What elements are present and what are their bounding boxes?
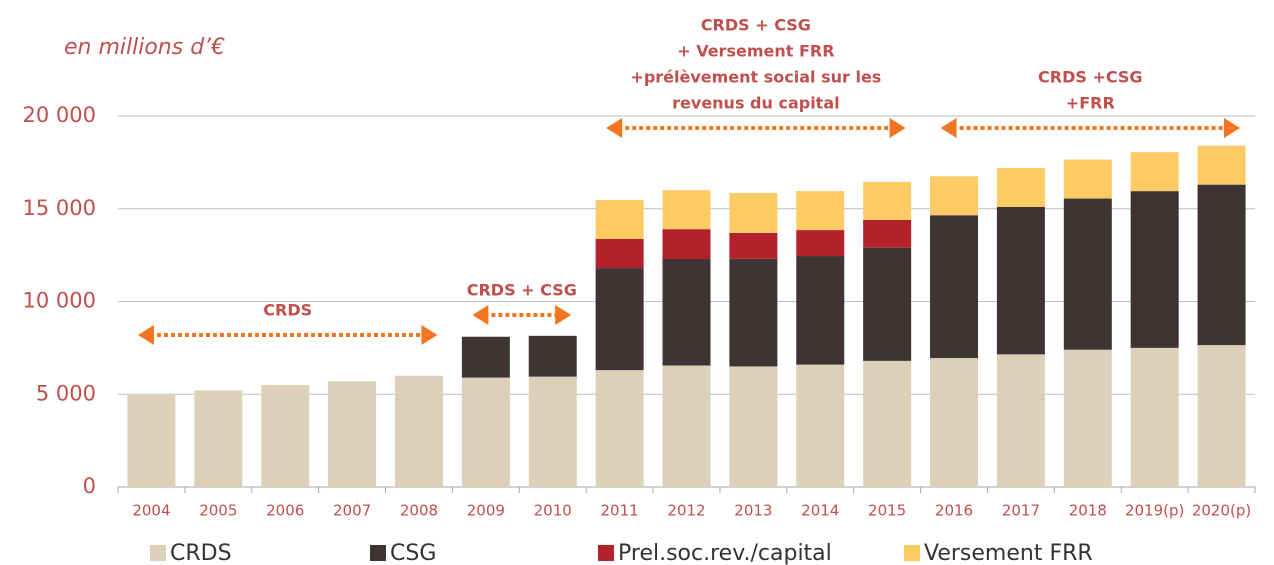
bar-segment xyxy=(729,192,778,233)
annotation: CRDS +CSG xyxy=(1038,68,1143,87)
bar-segment xyxy=(1063,159,1112,199)
annotation: CRDS xyxy=(263,301,312,320)
arrow-head xyxy=(555,305,572,325)
bar-segment xyxy=(796,256,845,365)
y-tick-label: 5 000 xyxy=(36,381,96,405)
y-tick-label: 0 xyxy=(83,474,96,498)
y-tick-label: 10 000 xyxy=(23,289,96,313)
bar-segment xyxy=(261,384,310,487)
arrow-head xyxy=(138,325,154,345)
x-tick-label: 2005 xyxy=(199,502,237,520)
bar-segment xyxy=(528,335,577,377)
arrow-head xyxy=(472,305,489,325)
bar-segment xyxy=(662,259,711,366)
legend-swatch xyxy=(370,545,386,561)
bar-segment xyxy=(796,191,845,231)
x-tick-label: 2012 xyxy=(667,502,705,520)
bar-segment xyxy=(930,215,979,359)
chart-subtitle: en millions d’€ xyxy=(64,35,225,60)
x-tick-label: 2013 xyxy=(734,502,772,520)
bar-segment xyxy=(1130,347,1179,487)
bar-segment xyxy=(930,176,979,216)
bar-segment xyxy=(127,395,176,487)
x-tick-label: 2010 xyxy=(534,502,572,520)
bar-segment xyxy=(796,230,845,257)
bar-segment xyxy=(662,229,711,260)
arrow-head xyxy=(606,118,623,138)
bar-segment xyxy=(1130,191,1179,348)
legend-swatch xyxy=(150,545,166,561)
x-tick-label: 2015 xyxy=(868,502,906,520)
x-tick-label: 2017 xyxy=(1002,502,1040,520)
arrow-head xyxy=(940,118,957,138)
arrow-head xyxy=(421,325,438,345)
annotation: +prélèvement social sur les xyxy=(630,68,881,87)
bar-segment xyxy=(996,206,1045,355)
x-tick-label: 2016 xyxy=(935,502,973,520)
bar-segment xyxy=(1063,198,1112,350)
x-tick-label: 2019(p) xyxy=(1125,502,1184,520)
bar-segment xyxy=(595,200,644,239)
y-tick-label: 20 000 xyxy=(23,103,96,127)
legend-label: CSG xyxy=(390,541,436,565)
x-tick-label: 2009 xyxy=(467,502,505,520)
legend-label: CRDS xyxy=(170,541,232,565)
bar-segment xyxy=(1063,349,1112,487)
bar-segment xyxy=(461,336,510,378)
x-tick-label: 2014 xyxy=(801,502,839,520)
bar-segment xyxy=(1197,184,1246,346)
bar-segment xyxy=(1130,152,1179,192)
bar-segment xyxy=(595,238,644,269)
arrow-head xyxy=(1224,118,1240,138)
bar-segment xyxy=(194,390,243,487)
bar-segment xyxy=(1197,145,1246,185)
annotation: +FRR xyxy=(1066,94,1115,113)
x-tick-label: 2008 xyxy=(400,502,438,520)
annotation: CRDS + CSG xyxy=(701,16,811,35)
arrow-head xyxy=(889,118,906,138)
bar-segment xyxy=(662,190,711,230)
bar-segment xyxy=(996,354,1045,487)
bar-segment xyxy=(528,376,577,487)
bar-segment xyxy=(394,375,443,487)
legend-label: Prel.soc.rev./capital xyxy=(618,541,832,565)
bar-segment xyxy=(729,232,778,259)
x-tick-label: 2004 xyxy=(132,502,170,520)
annotation: CRDS + CSG xyxy=(467,281,577,300)
x-tick-label: 2020(p) xyxy=(1192,502,1251,520)
bar-segment xyxy=(595,268,644,371)
bar-segment xyxy=(595,370,644,487)
legend-swatch xyxy=(904,545,920,561)
y-tick-label: 15 000 xyxy=(23,196,96,220)
bar-segment xyxy=(863,247,912,361)
annotation: revenus du capital xyxy=(672,94,839,113)
x-tick-label: 2011 xyxy=(601,502,639,520)
bar-segment xyxy=(328,381,377,487)
x-tick-label: 2018 xyxy=(1069,502,1107,520)
x-tick-label: 2007 xyxy=(333,502,371,520)
bar-segment xyxy=(796,364,845,487)
bar-segment xyxy=(996,167,1045,207)
bar-segment xyxy=(729,366,778,487)
bar-segment xyxy=(729,258,778,367)
legend-label: Versement FRR xyxy=(924,541,1093,565)
annotation: + Versement FRR xyxy=(677,42,834,61)
bar-segment xyxy=(863,219,912,248)
x-tick-label: 2006 xyxy=(266,502,304,520)
bar-segment xyxy=(863,360,912,487)
bar-segment xyxy=(662,365,711,487)
bar-segment xyxy=(1197,345,1246,487)
bar-segment xyxy=(863,181,912,220)
bar-segment xyxy=(930,358,979,487)
bar-segment xyxy=(461,377,510,487)
legend-swatch xyxy=(598,545,614,561)
